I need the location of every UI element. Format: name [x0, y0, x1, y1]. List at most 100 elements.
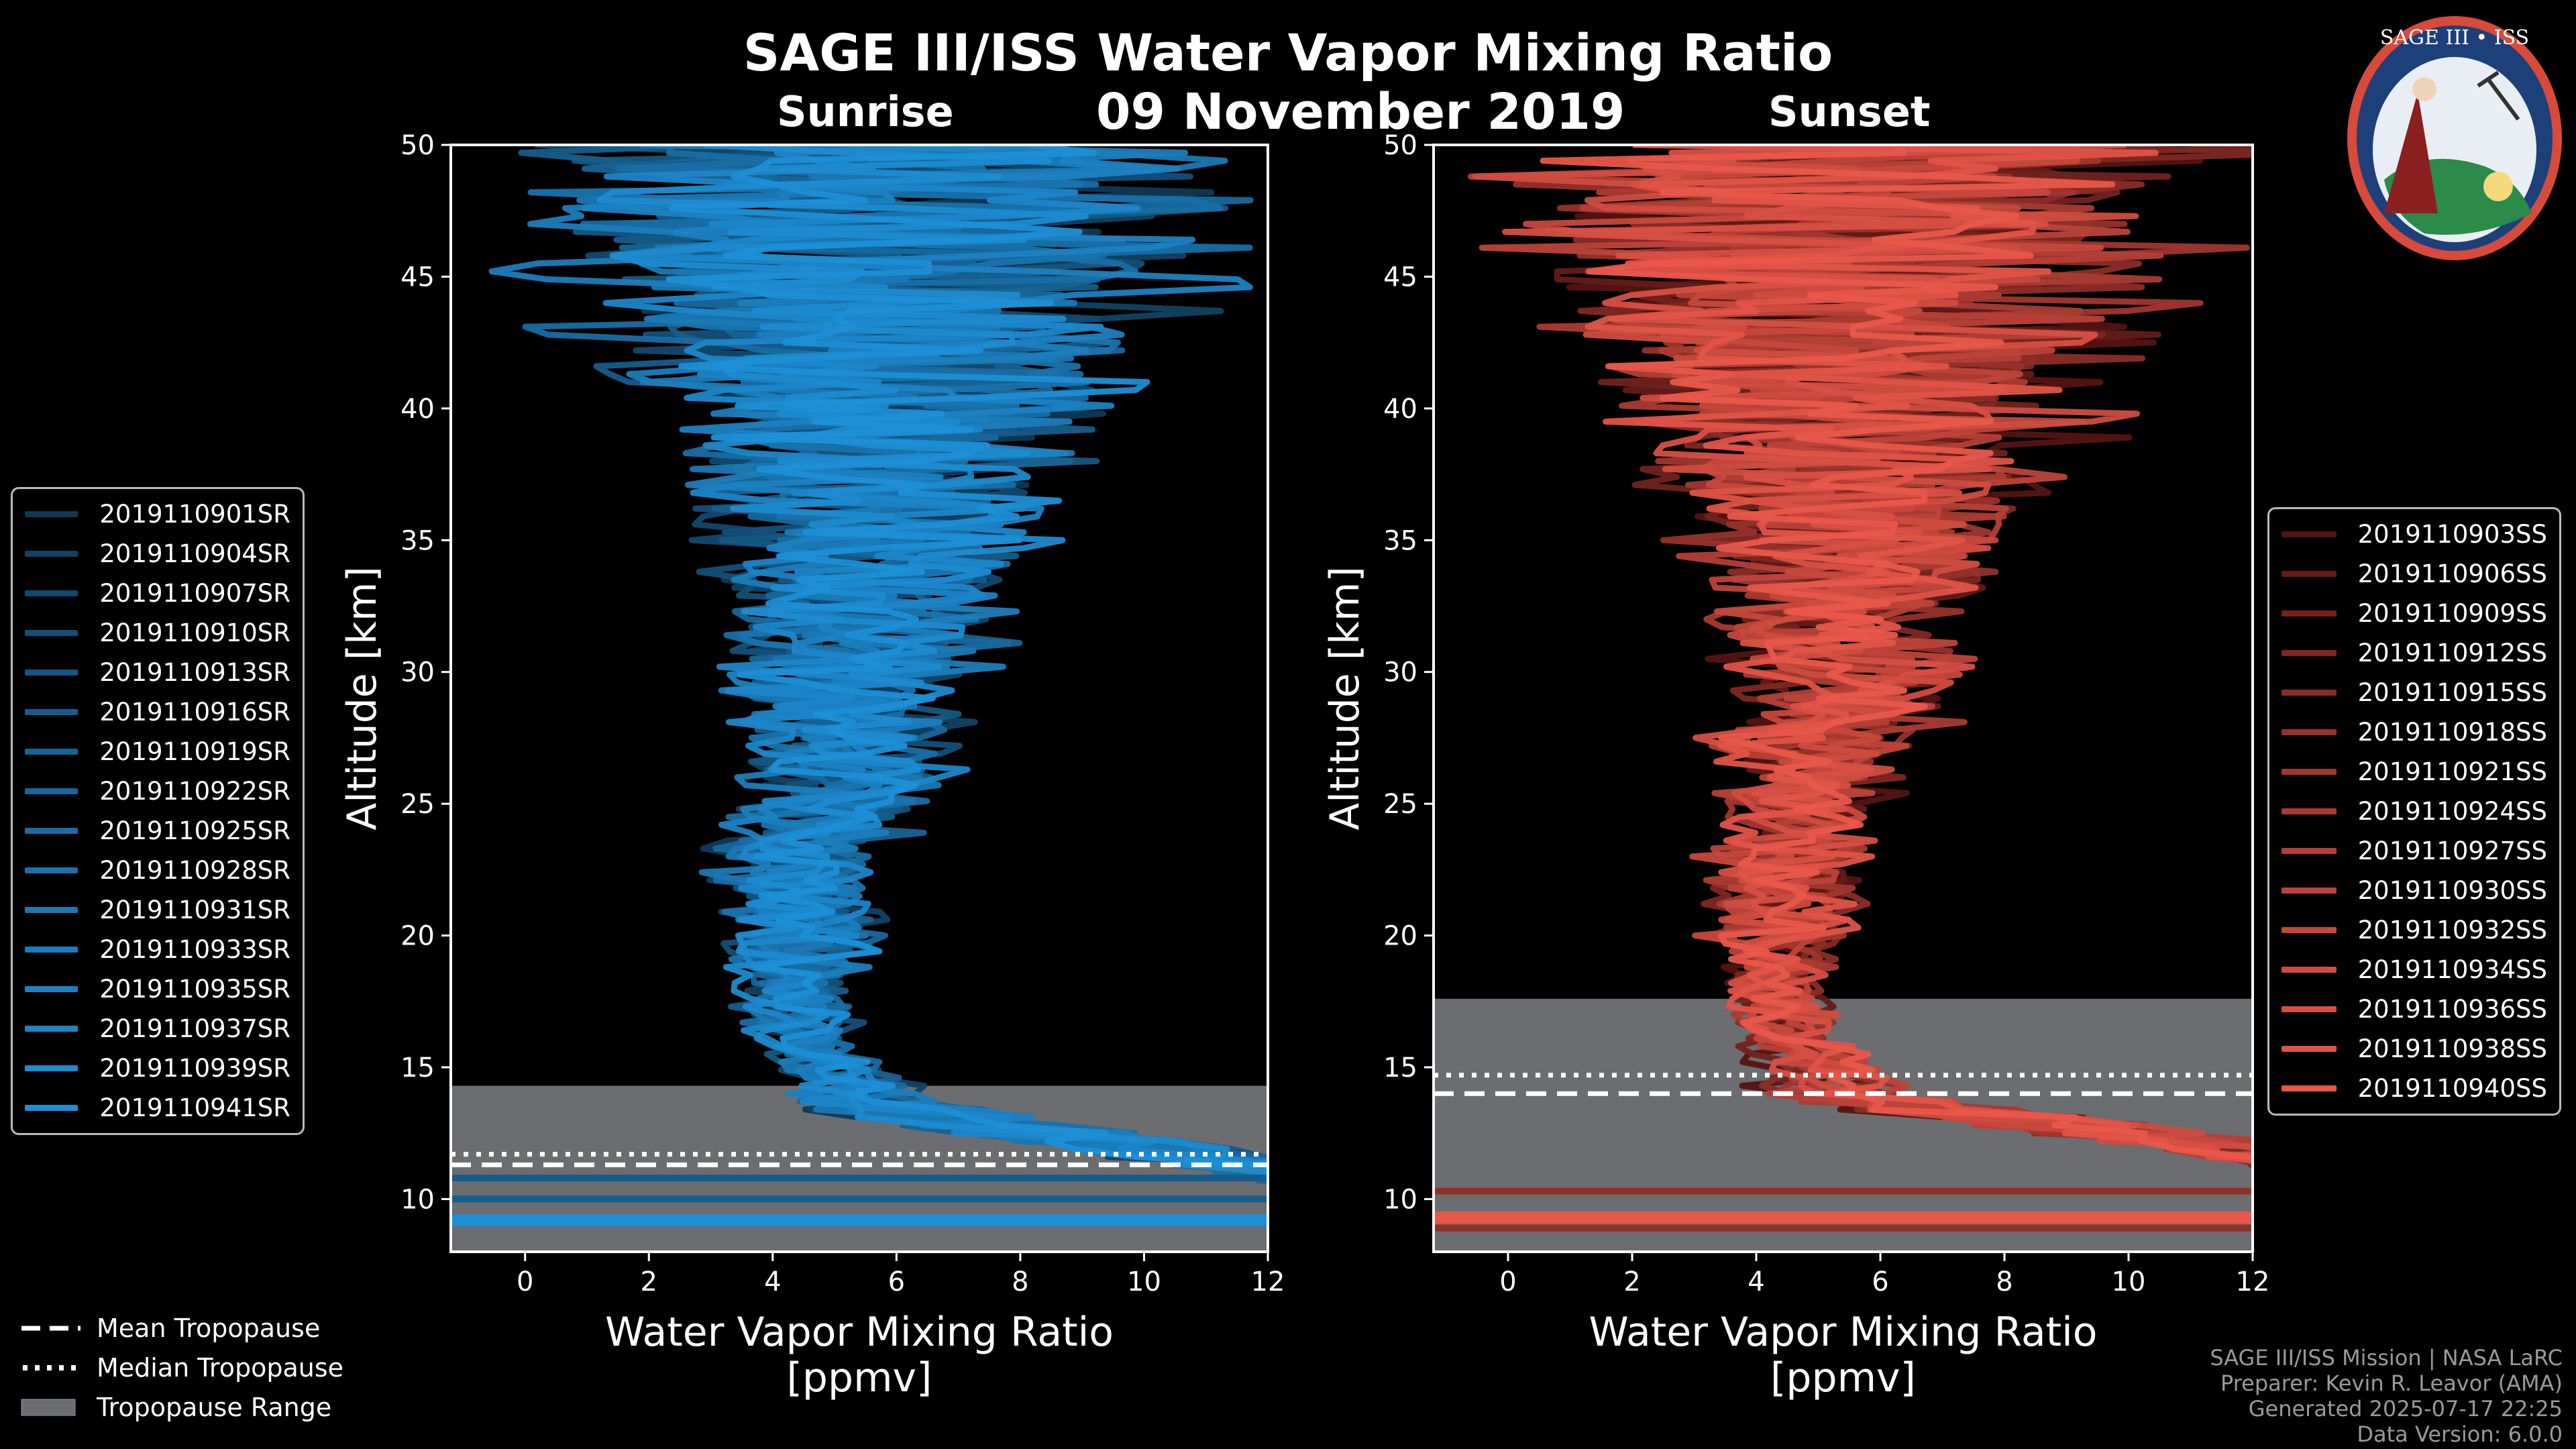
legend-swatch: [2282, 769, 2337, 775]
legend-swatch: [2282, 1085, 2337, 1091]
legend-label: 2019110939SR: [99, 1054, 290, 1083]
legend-item: 2019110928SR: [25, 851, 290, 890]
panel-title-sunrise: Sunrise: [777, 87, 954, 136]
legend-swatch: [25, 1065, 78, 1071]
legend-item-median-tropopause: Median Tropopause: [19, 1348, 343, 1387]
legend-swatch: [2282, 927, 2337, 933]
legend-label: 2019110922SR: [99, 777, 290, 806]
panel-sunrise: 0 2 4 6 8 10 12 10 15 20 25 30 35 40 45 50 Water Vapor M…: [339, 130, 1285, 1401]
x-tick-label: 0: [1499, 1267, 1516, 1297]
legend-item: 2019110927SS: [2282, 831, 2547, 871]
legend-label: 2019110912SS: [2357, 639, 2547, 667]
y-tick-label: 20: [1383, 921, 1417, 952]
y-tick-label: 35: [400, 525, 435, 556]
legend-label: 2019110916SR: [99, 698, 290, 727]
axes-frame: [449, 144, 1269, 1253]
legend-swatch: [25, 669, 78, 676]
legend-label: 2019110935SR: [99, 975, 290, 1004]
panel-sunset: 0 2 4 6 8 10 12 10 15 20 25 30 35 40 45 50 Water Vapor M…: [1322, 130, 2270, 1401]
legend-item: 2019110925SR: [25, 811, 290, 851]
x-tick-label: 6: [1872, 1267, 1888, 1297]
y-tick-label: 50: [400, 130, 435, 161]
credit-line: Generated 2025-07-17 22:25: [2248, 1396, 2563, 1421]
x-axis-label: [ppmv]: [787, 1354, 932, 1401]
legend-swatch: [2282, 888, 2337, 894]
y-tick-label: 45: [1383, 262, 1417, 292]
legend-item: 2019110938SS: [2282, 1029, 2547, 1069]
legend-item: 2019110904SR: [25, 534, 290, 574]
sage-mission-logo: SAGE III • ISS: [2347, 16, 2562, 260]
tropopause-legend: Mean Tropopause Median Tropopause Tropop…: [19, 1308, 343, 1427]
x-tick-label: 10: [2112, 1267, 2146, 1297]
legend-label: 2019110933SR: [99, 935, 290, 964]
legend-swatch: [2282, 1046, 2337, 1052]
legend-item: 2019110939SR: [25, 1049, 290, 1088]
legend-item: 2019110933SR: [25, 930, 290, 969]
legend-label: 2019110937SR: [99, 1014, 290, 1043]
legend-swatch: [25, 986, 78, 992]
legend-swatch: [2282, 808, 2337, 814]
credit-line: Preparer: Kevin R. Leavor (AMA): [2220, 1371, 2563, 1396]
legend-label: 2019110921SS: [2357, 757, 2547, 786]
legend-swatch: [2282, 848, 2337, 854]
x-tick-label: 4: [1748, 1267, 1764, 1297]
x-tick-label: 12: [2236, 1267, 2270, 1297]
legend-label: 2019110909SS: [2357, 599, 2547, 628]
legend-label: 2019110906SS: [2357, 559, 2547, 588]
legend-swatch: [25, 828, 78, 834]
y-tick-label: 35: [1383, 525, 1417, 556]
x-tick-label: 4: [764, 1267, 781, 1297]
legend-item: 2019110931SR: [25, 890, 290, 930]
legend-swatch: [2282, 967, 2337, 973]
legend-item: 2019110937SR: [25, 1009, 290, 1049]
legend-item: 2019110913SR: [25, 653, 290, 692]
legend-item: 2019110924SS: [2282, 792, 2547, 831]
legend-swatch: [25, 551, 78, 557]
legend-label: 2019110927SS: [2357, 837, 2547, 865]
legend-label: 2019110934SS: [2357, 955, 2547, 984]
legend-label: 2019110924SS: [2357, 797, 2547, 826]
y-tick-label: 15: [1383, 1053, 1417, 1083]
legend-swatch: [2282, 610, 2337, 616]
legend-swatch: [25, 867, 78, 873]
legend-label: 2019110938SS: [2357, 1034, 2547, 1063]
legend-item: 2019110934SS: [2282, 950, 2547, 989]
logo-text: SAGE III • ISS: [2380, 26, 2529, 50]
legend-label: Median Tropopause: [97, 1352, 343, 1383]
profile-line-2019110937SR: [602, 145, 1268, 1177]
y-tick-label: 40: [400, 394, 435, 425]
y-tick-label: 15: [400, 1053, 435, 1083]
legend-swatch: [25, 709, 78, 715]
x-tick-label: 10: [1127, 1267, 1161, 1297]
legend-item: 2019110918SS: [2282, 712, 2547, 752]
legend-swatch: [2282, 531, 2337, 537]
legend-swatch: [25, 590, 78, 596]
x-tick-label: 6: [888, 1267, 905, 1297]
profile-line-2019110941SR: [665, 145, 1268, 1169]
y-axis-label: Altitude [km]: [339, 566, 386, 830]
legend-item: 2019110906SS: [2282, 554, 2547, 594]
legend-item: 2019110921SS: [2282, 752, 2547, 792]
y-tick-label: 50: [1383, 130, 1417, 161]
legend-item: 2019110919SR: [25, 732, 290, 771]
legend-item-tropopause-range: Tropopause Range: [19, 1387, 343, 1427]
legend-item: 2019110935SR: [25, 969, 290, 1009]
legend-item: 2019110936SS: [2282, 989, 2547, 1029]
plot-area: [451, 145, 1268, 1252]
legend-item: 2019110910SR: [25, 613, 290, 653]
x-axis-label: Water Vapor Mixing Ratio: [1589, 1309, 2098, 1356]
legend-label: 2019110932SS: [2357, 916, 2547, 945]
legend-item: 2019110903SS: [2282, 515, 2547, 554]
legend-swatch: [25, 907, 78, 913]
legend-swatch: [2282, 690, 2337, 696]
y-tick-label: 25: [1383, 789, 1417, 820]
y-tick-label: 25: [400, 789, 435, 820]
legend-label: 2019110918SS: [2357, 718, 2547, 747]
legend-swatch: [2282, 1006, 2337, 1012]
x-tick-label: 0: [517, 1267, 533, 1297]
legend-swatch: [2282, 571, 2337, 577]
legend-sunset: 2019110903SS 2019110906SS 2019110909SS 2019…: [2267, 507, 2561, 1116]
legend-swatch: [25, 630, 78, 636]
y-tick-label: 10: [1383, 1184, 1417, 1215]
